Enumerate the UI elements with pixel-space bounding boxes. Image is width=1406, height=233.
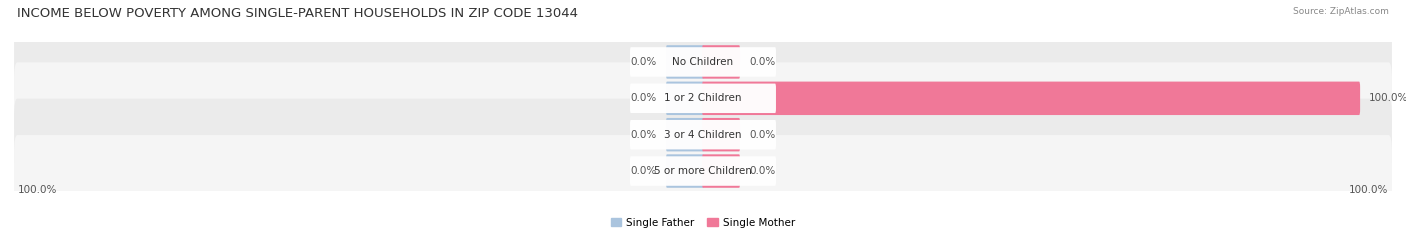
FancyBboxPatch shape [666, 82, 704, 115]
Text: 0.0%: 0.0% [749, 130, 775, 140]
FancyBboxPatch shape [702, 82, 1360, 115]
FancyBboxPatch shape [702, 118, 740, 151]
FancyBboxPatch shape [630, 47, 776, 77]
FancyBboxPatch shape [14, 135, 1392, 207]
FancyBboxPatch shape [14, 62, 1392, 134]
FancyBboxPatch shape [666, 45, 704, 79]
FancyBboxPatch shape [630, 156, 776, 186]
FancyBboxPatch shape [14, 99, 1392, 171]
Text: 0.0%: 0.0% [631, 93, 657, 103]
FancyBboxPatch shape [702, 45, 740, 79]
FancyBboxPatch shape [14, 26, 1392, 98]
Text: INCOME BELOW POVERTY AMONG SINGLE-PARENT HOUSEHOLDS IN ZIP CODE 13044: INCOME BELOW POVERTY AMONG SINGLE-PARENT… [17, 7, 578, 20]
Text: 5 or more Children: 5 or more Children [654, 166, 752, 176]
Text: 0.0%: 0.0% [631, 57, 657, 67]
Legend: Single Father, Single Mother: Single Father, Single Mother [610, 218, 796, 228]
Text: No Children: No Children [672, 57, 734, 67]
Text: 3 or 4 Children: 3 or 4 Children [664, 130, 742, 140]
FancyBboxPatch shape [666, 154, 704, 188]
Text: Source: ZipAtlas.com: Source: ZipAtlas.com [1294, 7, 1389, 16]
Text: 100.0%: 100.0% [1350, 185, 1389, 195]
FancyBboxPatch shape [666, 118, 704, 151]
Text: 0.0%: 0.0% [631, 130, 657, 140]
FancyBboxPatch shape [702, 154, 740, 188]
Text: 100.0%: 100.0% [1369, 93, 1406, 103]
Text: 0.0%: 0.0% [749, 166, 775, 176]
Text: 0.0%: 0.0% [631, 166, 657, 176]
Text: 1 or 2 Children: 1 or 2 Children [664, 93, 742, 103]
Text: 100.0%: 100.0% [17, 185, 56, 195]
FancyBboxPatch shape [630, 120, 776, 149]
FancyBboxPatch shape [630, 84, 776, 113]
Text: 0.0%: 0.0% [749, 57, 775, 67]
